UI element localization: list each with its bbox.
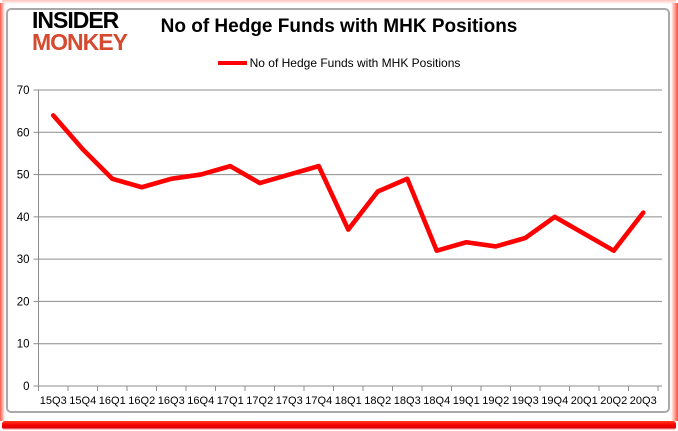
red-glow-right [671, 3, 678, 421]
chart-title: No of Hedge Funds with MHK Positions [160, 16, 518, 37]
red-glow-left [0, 3, 5, 421]
logo-text-monkey: MONKEY [32, 29, 128, 55]
red-glow-top [2, 0, 676, 4]
legend-label: No of Hedge Funds with MHK Positions [249, 56, 461, 70]
chart-legend: No of Hedge Funds with MHK Positions [0, 55, 678, 71]
legend-line-marker [217, 61, 247, 65]
red-glow-bottom [2, 421, 676, 430]
insider-monkey-logo: INSIDER MONKEY [32, 7, 128, 55]
logo-text-insider: INSIDER [32, 7, 119, 33]
